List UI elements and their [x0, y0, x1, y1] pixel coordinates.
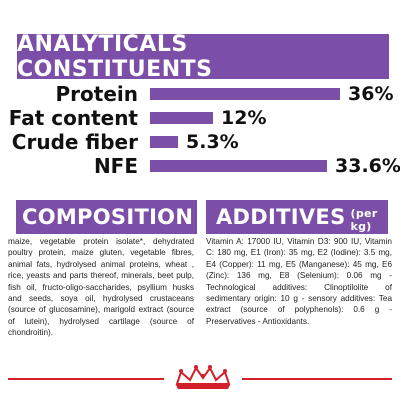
- bottom-divider-right: [242, 378, 392, 380]
- composition-text: maize, vegetable protein isolate*, dehyd…: [8, 237, 194, 338]
- additives-subtitle: (per kg): [350, 207, 378, 233]
- analytical-title: ANALYTICALS CONSTITUENTS: [17, 31, 213, 82]
- nutrient-row-nfe: NFE 33.6%: [0, 154, 400, 178]
- nutrient-row-fiber: Crude fiber 5.3%: [0, 130, 400, 154]
- nutrient-bar: [150, 160, 327, 172]
- nutrient-value: 5.3%: [186, 131, 239, 153]
- nutrient-value: 12%: [221, 107, 267, 129]
- additives-text: Vitamin A: 17000 IU, Vitamin D3: 900 IU,…: [206, 237, 392, 326]
- nutrient-label: NFE: [93, 154, 138, 178]
- nutrient-value: 33.6%: [335, 155, 400, 177]
- composition-title: COMPOSITION: [22, 205, 194, 229]
- additives-header: ADDITIVES (per kg): [206, 200, 388, 234]
- royal-canin-crown-icon: [170, 363, 236, 393]
- additives-title: ADDITIVES: [216, 205, 346, 229]
- nutrient-label: Fat content: [8, 106, 138, 130]
- nutrient-bar: [150, 88, 340, 100]
- nutrient-bar: [150, 112, 213, 124]
- nutrient-row-fat: Fat content 12%: [0, 106, 400, 130]
- composition-header: COMPOSITION: [16, 200, 197, 234]
- nutrient-value: 36%: [348, 83, 394, 105]
- nutrient-label: Crude fiber: [11, 130, 138, 154]
- analytical-constituents-header: ANALYTICALS CONSTITUENTS: [17, 31, 389, 82]
- nutrient-bar: [150, 136, 178, 148]
- nutrient-row-protein: Protein 36%: [0, 82, 400, 106]
- bottom-divider-left: [8, 378, 164, 380]
- nutrient-label: Protein: [55, 82, 138, 106]
